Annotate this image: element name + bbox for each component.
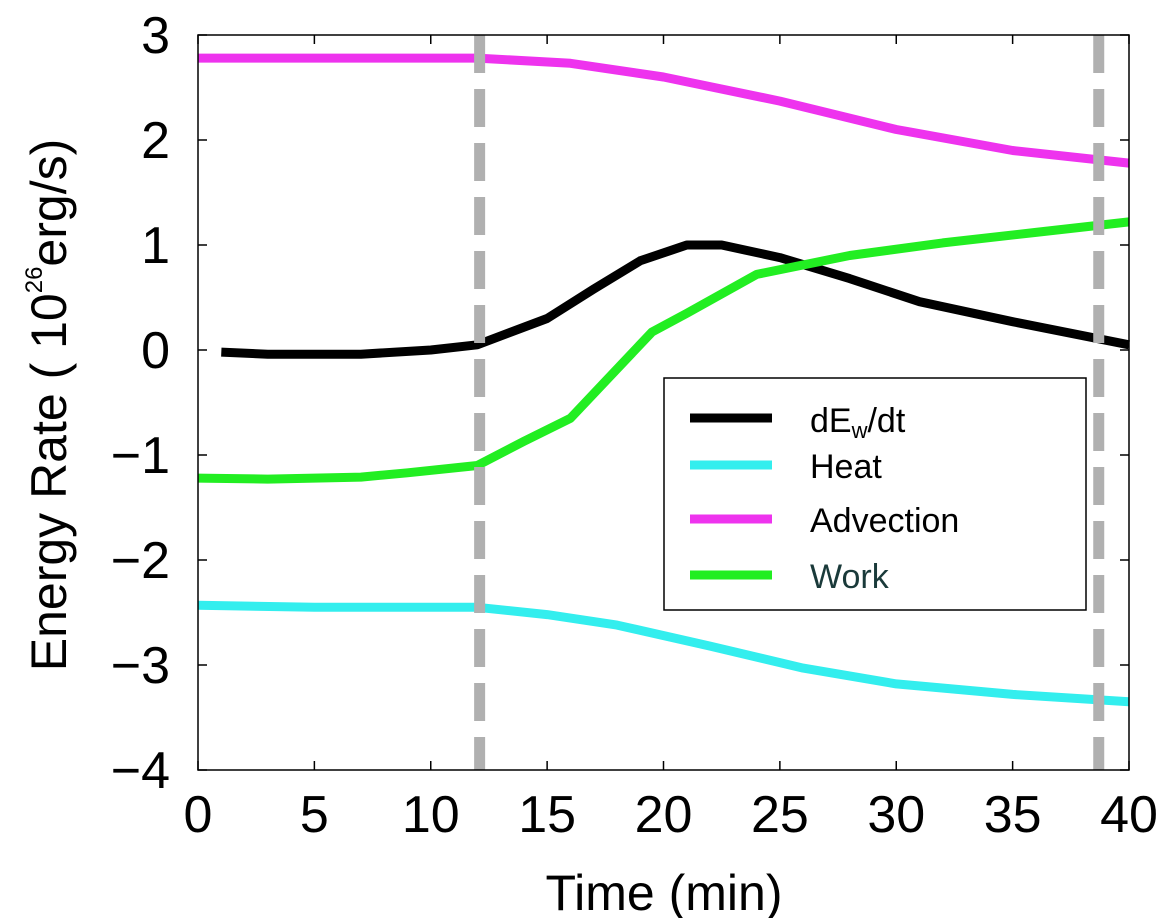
dashed-markers [474,35,1105,770]
y-axis-label-suffix: erg/s) [21,139,77,267]
series-line-advection [198,53,1130,168]
data-lines [197,53,1130,707]
y-tick-label: −4 [111,742,170,800]
legend: dEw/dt Heat Advection Work [663,377,1087,611]
y-tick-label: 3 [141,7,170,65]
series-line-work [197,217,1130,484]
x-axis-label: Time (min) [545,865,782,918]
x-tick-label: 20 [635,786,693,844]
y-tick-label: −3 [111,637,170,695]
legend-label-advection: Advection [810,502,959,540]
legend-label-dewdt-sub: w [851,418,868,443]
y-tick-label: −1 [111,427,170,485]
y-tick-label: 2 [141,112,170,170]
axis-ticks [197,34,1130,771]
legend-keys [690,413,772,580]
legend-label-heat: Heat [810,448,882,486]
y-tick-labels: −4 −3 −2 −1 0 1 2 3 [111,7,170,800]
y-axis-label-prefix: Energy Rate ( 10 [21,293,77,671]
x-tick-label: 5 [300,786,329,844]
legend-label-dewdt-rest: /dt [867,402,905,440]
y-axis-label-exponent: 26 [21,267,48,294]
y-tick-label: 1 [141,217,170,275]
legend-label-dewdt: dEw/dt [810,402,906,443]
series-line-dew-dt [221,240,1130,359]
x-tick-label: 40 [1100,786,1158,844]
legend-label-work: Work [810,558,890,596]
x-tick-labels: 0 5 10 15 20 25 30 35 40 [184,786,1158,844]
y-tick-label: −2 [111,532,170,590]
x-tick-label: 0 [184,786,213,844]
series-line-heat [197,600,1130,707]
y-axis-label: Energy Rate ( 1026erg/s) [21,139,77,672]
y-tick-label: 0 [141,322,170,380]
x-tick-label: 30 [867,786,925,844]
x-tick-label: 35 [984,786,1042,844]
x-tick-label: 10 [402,786,460,844]
x-tick-label: 15 [518,786,576,844]
x-tick-label: 25 [751,786,809,844]
legend-label-dewdt-base: dE [810,402,852,440]
